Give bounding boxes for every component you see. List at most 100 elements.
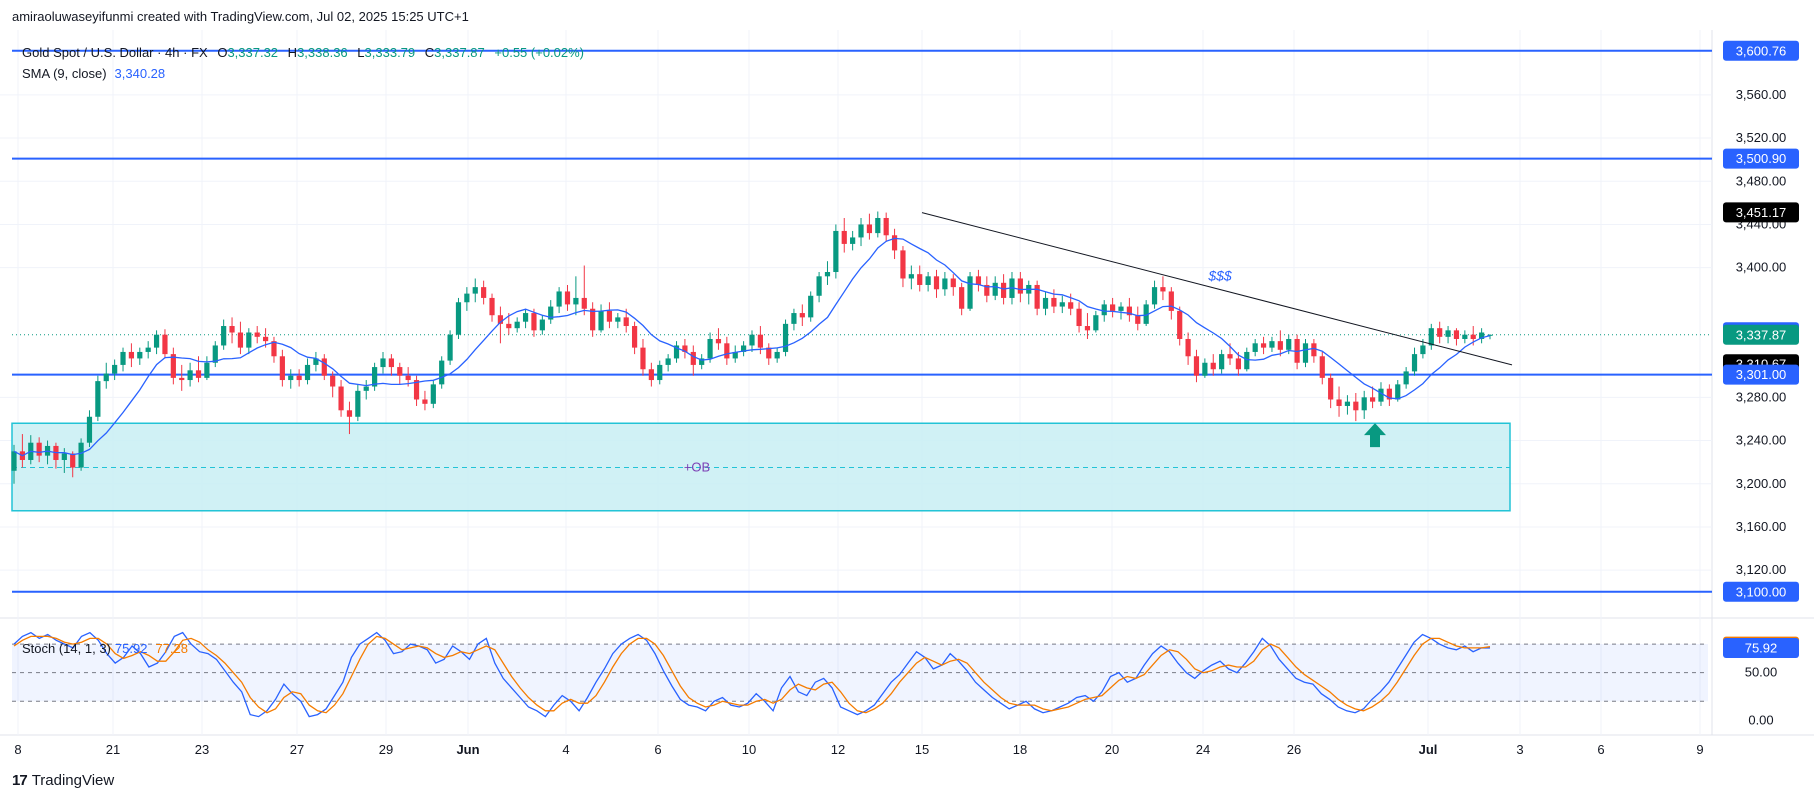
candle-body: [1143, 304, 1149, 324]
candle-body: [715, 338, 722, 344]
candle-body: [78, 442, 84, 468]
order-block-zone: [11, 422, 1511, 512]
candle-body: [673, 345, 680, 359]
candle-body: [933, 276, 940, 290]
candle-body: [1428, 328, 1434, 346]
candle-body: [388, 358, 394, 368]
high-value: 3,338.36: [297, 45, 348, 60]
candle-body: [808, 295, 814, 318]
candle-body: [640, 347, 646, 370]
stoch-k-axis-label-bg: [1723, 637, 1799, 658]
candle-body: [1235, 358, 1242, 370]
candle-body: [179, 377, 185, 381]
candle-body: [112, 364, 118, 374]
candle-body: [313, 358, 319, 365]
x-tick-label: 8: [14, 742, 21, 757]
candle-body: [1000, 282, 1007, 298]
x-tick-label: 24: [1196, 742, 1210, 757]
candle-body: [288, 375, 294, 381]
chart-attribution: amiraoluwaseyifunmi created with Trading…: [12, 9, 469, 24]
candle-body: [1051, 297, 1057, 307]
candle-body: [816, 276, 822, 296]
candle-body: [1135, 315, 1141, 324]
candle-body: [212, 345, 218, 363]
candle-body: [1244, 351, 1250, 370]
candle-body: [1076, 308, 1082, 327]
candle-body: [1034, 284, 1040, 309]
y-tick-label: 3,480.00: [1736, 173, 1787, 188]
candle-body: [413, 380, 420, 400]
price-label-bg: [1723, 40, 1799, 61]
candle-body: [103, 373, 109, 382]
candle-body: [1177, 310, 1183, 339]
candle-body: [439, 360, 445, 385]
candle-body: [1470, 334, 1476, 339]
candle-body: [506, 323, 512, 329]
candle-body: [1110, 304, 1116, 311]
price-label-bg: [1723, 364, 1799, 385]
change-value: +0.55 (+0.02%): [494, 45, 585, 60]
candle-body: [1445, 330, 1451, 337]
candle-body: [304, 364, 311, 381]
candle-body: [757, 334, 763, 348]
price-label: 3,100.00: [1736, 584, 1787, 599]
candle-body: [615, 317, 621, 322]
candle-body: [1068, 302, 1074, 309]
candle-body: [229, 326, 235, 333]
x-tick-label: 27: [290, 742, 304, 757]
candle-body: [1185, 338, 1191, 357]
candle-body: [170, 354, 176, 378]
candle-body: [321, 358, 327, 376]
candle-body: [623, 317, 629, 327]
price-label: 3,500.90: [1736, 151, 1787, 166]
sma-legend[interactable]: SMA (9, close) 3,340.28: [22, 66, 165, 81]
candle-body: [917, 274, 923, 285]
candle-body: [363, 386, 369, 391]
candle-body: [657, 364, 663, 381]
candle-body: [36, 442, 42, 456]
candle-body: [95, 381, 101, 417]
candle-body: [1437, 328, 1443, 337]
candle-body: [1462, 334, 1468, 339]
candle-body: [1017, 278, 1023, 294]
candle-body: [153, 334, 160, 348]
x-tick-label: 6: [654, 742, 661, 757]
x-tick-label: 3: [1516, 742, 1523, 757]
stoch-legend[interactable]: Stoch (14, 1, 3) 75.92 77.28: [22, 641, 188, 656]
candle-body: [1403, 371, 1409, 385]
candle-body: [187, 370, 193, 381]
candle-body: [1269, 341, 1275, 348]
candle-body: [497, 315, 504, 324]
candle-body: [1336, 399, 1342, 406]
candle-body: [1202, 362, 1208, 376]
candle-body: [1286, 338, 1292, 350]
candle-body: [355, 390, 361, 417]
symbol-legend[interactable]: Gold Spot / U.S. Dollar · 4h · FX O3,337…: [22, 45, 584, 60]
candle-body: [950, 278, 956, 288]
candle-body: [405, 375, 411, 381]
candle-body: [1487, 334, 1493, 336]
candle-body: [262, 336, 269, 342]
candle-body: [472, 287, 478, 294]
candle-body: [1193, 356, 1200, 376]
candle-body: [422, 399, 428, 404]
candle-body: [833, 230, 839, 273]
candle-body: [137, 351, 143, 359]
candle-body: [774, 351, 780, 359]
candle-body: [590, 308, 596, 331]
candle-body: [1344, 401, 1351, 406]
open-label: O: [217, 45, 228, 60]
tradingview-logo-icon: 17: [12, 772, 28, 789]
candle-body: [254, 332, 260, 337]
candle-body: [1420, 345, 1426, 355]
close-value: 3,337.87: [434, 45, 485, 60]
candle-body: [548, 306, 554, 320]
candle-body: [942, 278, 948, 290]
tradingview-logo[interactable]: 17 TradingView: [12, 772, 114, 789]
candle-body: [522, 313, 529, 322]
candle-body: [1369, 397, 1376, 402]
candle-body: [346, 410, 353, 417]
candle-body: [749, 334, 755, 346]
